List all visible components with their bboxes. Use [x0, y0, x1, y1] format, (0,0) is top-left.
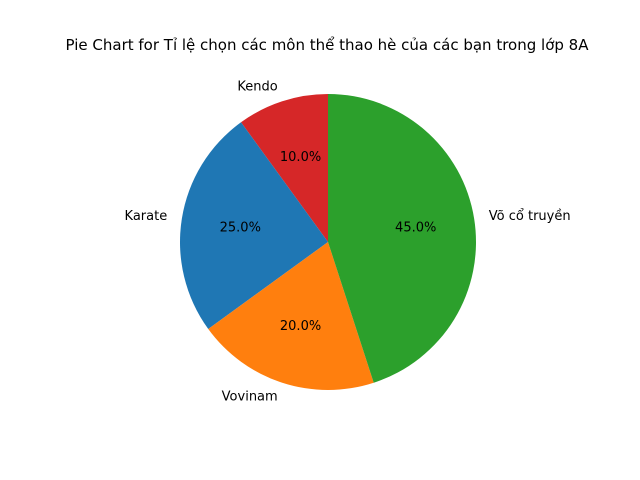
slice-percent-vovinam: 20.0% — [280, 319, 321, 334]
slice-percent-karate: 25.0% — [220, 221, 261, 236]
pie-slice-vo-co-truyen — [328, 94, 477, 383]
pie-slices — [180, 94, 477, 391]
slice-label-vo-co-truyen: Võ cổ truyền — [489, 209, 571, 224]
slice-label-karate: Karate — [125, 209, 168, 224]
slice-label-vovinam: Vovinam — [222, 389, 278, 404]
pie-slice-vovinam — [208, 242, 374, 391]
slice-percent-vo-co-truyen: 45.0% — [395, 221, 436, 236]
pie-slice-karate — [180, 122, 328, 329]
chart-title: Pie Chart for Tỉ lệ chọn các môn thể tha… — [66, 36, 590, 54]
pie-slice-kendo — [241, 94, 328, 242]
slice-label-kendo: Kendo — [237, 80, 277, 95]
pie-labels: Kendo 10.0% Karate 25.0% Vovinam 20.0% Võ cổ t… — [125, 80, 571, 405]
slice-percent-kendo: 10.0% — [280, 150, 321, 165]
